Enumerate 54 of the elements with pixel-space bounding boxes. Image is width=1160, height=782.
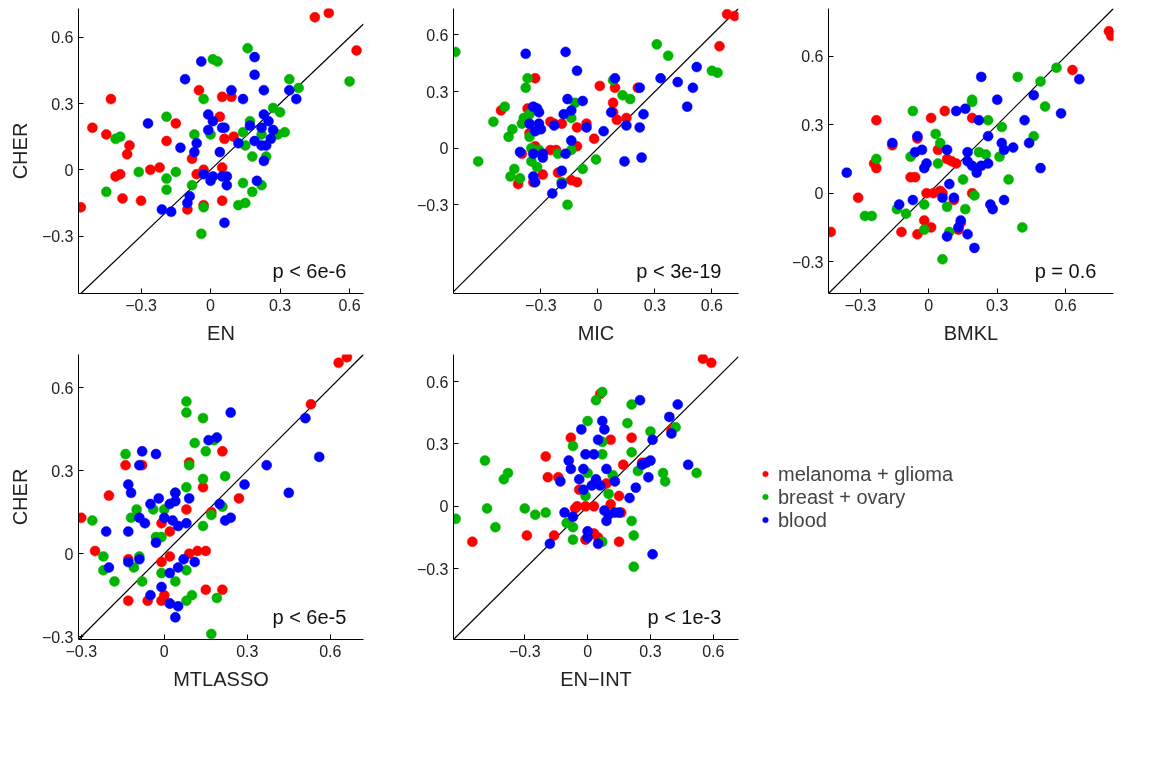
x-tick-label: 0.3 <box>986 296 1009 314</box>
x-tick-label: 0 <box>583 642 593 660</box>
y-tick-label: −0.3 <box>791 253 824 271</box>
y-tick-label: 0.3 <box>51 462 74 480</box>
y-tick-label: −0.3 <box>416 560 449 578</box>
y-tick-label: 0.3 <box>51 95 74 113</box>
annotation: p < 6e-5 <box>272 606 347 629</box>
y-tick-label: −0.3 <box>41 628 74 646</box>
x-tick-label: 0.6 <box>702 642 725 660</box>
annotation: p < 3e-19 <box>636 260 722 283</box>
x-tick-label: 0.3 <box>639 642 662 660</box>
x-tick-label: 0.3 <box>236 642 259 660</box>
y-tick-label: 0 <box>439 140 449 158</box>
x-tick-label: 0 <box>159 642 169 660</box>
x-tick-label: 0.6 <box>338 296 361 314</box>
annotation: p < 6e-6 <box>272 260 347 283</box>
legend-label: breast + ovary <box>778 485 906 508</box>
annotation: p = 0.6 <box>1034 260 1097 283</box>
y-tick-label: 0.6 <box>426 373 449 391</box>
x-tick-label: −0.3 <box>508 642 541 660</box>
x-tick-label: 0 <box>924 296 934 314</box>
y-tick-label: 0 <box>64 161 74 179</box>
x-tick-label: −0.3 <box>525 296 557 314</box>
y-tick-label: 0.6 <box>51 379 74 397</box>
y-tick-label: 0.3 <box>426 435 449 453</box>
annotation: p < 1e-3 <box>647 606 722 629</box>
x-tick-label: 0.6 <box>700 296 724 314</box>
y-tick-label: 0 <box>64 545 74 563</box>
y-axis-title: CHER <box>8 122 31 180</box>
x-tick-label: −0.3 <box>125 296 157 314</box>
y-tick-label: 0.6 <box>426 26 449 44</box>
x-tick-label: 0.6 <box>1054 296 1077 314</box>
legend-label: melanoma + glioma <box>778 462 954 485</box>
y-tick-label: 0 <box>814 185 824 203</box>
x-axis-title: EN−INT <box>560 667 632 690</box>
y-tick-label: 0.3 <box>801 116 824 134</box>
y-tick-label: 0.6 <box>51 29 74 47</box>
x-tick-label: 0 <box>593 296 603 314</box>
y-axis-title: CHER <box>8 468 31 526</box>
y-tick-label: 0 <box>439 498 449 516</box>
x-tick-label: 0.6 <box>319 642 342 660</box>
x-axis-title: MIC <box>577 321 615 344</box>
y-tick-label: −0.3 <box>416 196 449 214</box>
x-axis-title: MTLASSO <box>173 667 269 690</box>
x-tick-label: 0.3 <box>643 296 667 314</box>
x-axis-title: BMKL <box>943 321 999 344</box>
y-tick-label: 0.6 <box>801 48 824 66</box>
x-tick-label: 0 <box>206 296 216 314</box>
x-axis-title: EN <box>207 321 235 344</box>
x-tick-label: 0.3 <box>268 296 292 314</box>
legend-label: blood <box>778 508 827 531</box>
x-tick-label: −0.3 <box>844 296 877 314</box>
y-tick-label: 0.3 <box>426 83 449 101</box>
y-tick-label: −0.3 <box>41 228 74 246</box>
